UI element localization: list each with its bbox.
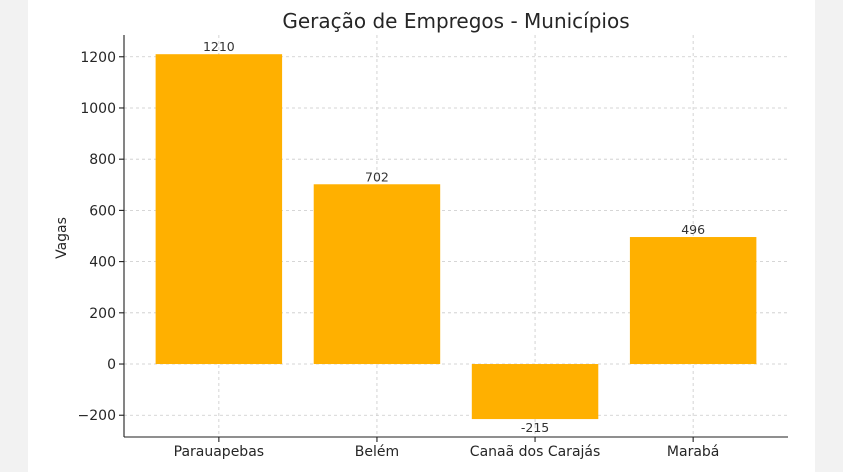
chart-text: Geração de Empregos - Municípios Vagas −… bbox=[54, 9, 719, 460]
x-tick-label: Parauapebas bbox=[174, 444, 264, 460]
bar bbox=[313, 184, 441, 365]
y-tick-label: 0 bbox=[107, 357, 116, 373]
x-tick-label: Belém bbox=[355, 444, 399, 460]
y-tick-label: 200 bbox=[89, 306, 116, 322]
x-tick-label: Canaã dos Carajás bbox=[470, 444, 600, 460]
y-tick-label: 800 bbox=[89, 152, 116, 168]
chart-title: Geração de Empregos - Municípios bbox=[282, 9, 629, 33]
y-tick-label: 600 bbox=[89, 203, 116, 219]
x-tick-label: Marabá bbox=[667, 444, 719, 460]
y-tick-label: −200 bbox=[78, 408, 116, 424]
y-axis-label: Vagas bbox=[54, 217, 70, 259]
bar bbox=[471, 364, 599, 420]
y-tick-label: 400 bbox=[89, 255, 116, 271]
axes bbox=[119, 35, 788, 442]
bars bbox=[155, 54, 757, 420]
data-label: 496 bbox=[681, 222, 705, 237]
data-label: -215 bbox=[521, 420, 549, 435]
data-label: 1210 bbox=[203, 39, 235, 54]
bar bbox=[629, 237, 757, 365]
y-tick-label: 1000 bbox=[80, 101, 116, 117]
y-tick-label: 1200 bbox=[80, 50, 116, 66]
data-label: 702 bbox=[365, 169, 389, 184]
bar bbox=[155, 54, 283, 365]
